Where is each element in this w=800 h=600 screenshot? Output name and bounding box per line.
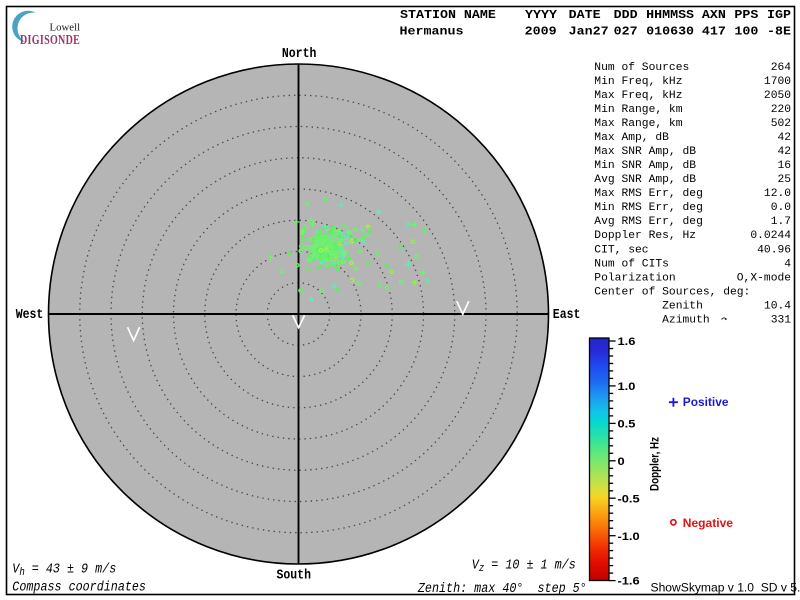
svg-text:Num of Sources 264: Num of Sources 264 <box>594 62 791 74</box>
svg-text:Polarization O,X-mode: Polarization O,X-mode <box>594 272 791 284</box>
svg-text:DATE: DATE <box>569 9 601 22</box>
svg-text:West: West <box>16 306 44 322</box>
svg-text:YYYY: YYYY <box>525 9 558 22</box>
svg-text:Avg SNR Amp, dB 25: Avg SNR Amp, dB 25 <box>594 174 791 186</box>
svg-text:Hermanus: Hermanus <box>400 25 464 38</box>
svg-text:2009: 2009 <box>525 25 557 38</box>
svg-text:DDD: DDD <box>614 9 638 22</box>
svg-text:AXN: AXN <box>702 9 726 22</box>
svg-text:ShowSkymap v 1.0 SD v 5.0: ShowSkymap v 1.0 SD v 5.0 <box>651 580 800 594</box>
svg-text:PPS: PPS <box>734 9 759 22</box>
svg-text:-1.6: -1.6 <box>618 574 640 587</box>
svg-text:0: 0 <box>618 455 625 468</box>
svg-text:HHMMSS: HHMMSS <box>646 9 694 22</box>
svg-text:Doppler Res, Hz 0.0244: Doppler Res, Hz 0.0244 <box>594 230 791 242</box>
svg-text:Vz = 10 ± 1 m/s: Vz = 10 ± 1 m/s <box>472 557 576 575</box>
svg-text:027: 027 <box>614 25 638 38</box>
svg-text:Min Range, km 220: Min Range, km 220 <box>594 104 791 116</box>
svg-text:Max RMS Err, deg 12.0: Max RMS Err, deg 12.0 <box>594 188 791 200</box>
svg-text:Avg RMS Err, deg 1.7: Avg RMS Err, deg 1.7 <box>594 216 791 228</box>
svg-text:Max Range, km 502: Max Range, km 502 <box>594 118 791 130</box>
svg-text:Lowell: Lowell <box>50 22 81 34</box>
svg-text:-8E: -8E <box>767 25 791 38</box>
svg-text:South: South <box>277 566 311 582</box>
svg-text:0.5: 0.5 <box>618 417 636 430</box>
svg-text:Min RMS Err, deg 0.0: Min RMS Err, deg 0.0 <box>594 202 791 214</box>
svg-text:Positive: Positive <box>683 396 729 409</box>
svg-text:Num of CITs 4: Num of CITs 4 <box>594 258 791 270</box>
svg-text:Vh = 43 ± 9 m/s: Vh = 43 ± 9 m/s <box>12 560 116 578</box>
svg-text:1.0: 1.0 <box>618 380 636 393</box>
svg-text:010630: 010630 <box>646 25 694 38</box>
svg-text:Min Freq, kHz 1700: Min Freq, kHz 1700 <box>594 76 791 88</box>
svg-text:Jan27: Jan27 <box>569 25 609 38</box>
svg-text:Min SNR Amp, dB 16: Min SNR Amp, dB 16 <box>594 160 791 172</box>
svg-text:Zenith: max 40° step 5°: Zenith: max 40° step 5° <box>417 580 587 596</box>
svg-text:Center of Sources, deg:: Center of Sources, deg: <box>594 286 750 298</box>
svg-text:Azimuth 331: Azimuth 331 <box>594 314 791 326</box>
svg-text:1.6: 1.6 <box>618 335 636 348</box>
svg-text:STATION NAME: STATION NAME <box>400 9 496 22</box>
svg-text:Compass coordinates: Compass coordinates <box>12 578 146 594</box>
svg-text:Max Freq, kHz 2050: Max Freq, kHz 2050 <box>594 90 791 102</box>
svg-text:100: 100 <box>734 25 758 38</box>
svg-text:East: East <box>553 306 581 322</box>
svg-text:CIT, sec 40.96: CIT, sec 40.96 <box>594 244 791 256</box>
svg-text:Zenith 10.4: Zenith 10.4 <box>594 300 791 312</box>
svg-text:Doppler, Hz: Doppler, Hz <box>649 437 662 491</box>
svg-text:417: 417 <box>702 25 726 38</box>
svg-text:DIGISONDE: DIGISONDE <box>20 33 80 48</box>
svg-text:IGP: IGP <box>767 9 791 22</box>
svg-text:Max SNR Amp, dB 42: Max SNR Amp, dB 42 <box>594 146 791 158</box>
svg-text:Max Amp, dB 42: Max Amp, dB 42 <box>594 132 791 144</box>
svg-text:North: North <box>282 45 316 61</box>
svg-text:-1.0: -1.0 <box>618 529 640 542</box>
svg-text:Negative: Negative <box>683 516 734 530</box>
svg-text:-0.5: -0.5 <box>618 492 640 505</box>
